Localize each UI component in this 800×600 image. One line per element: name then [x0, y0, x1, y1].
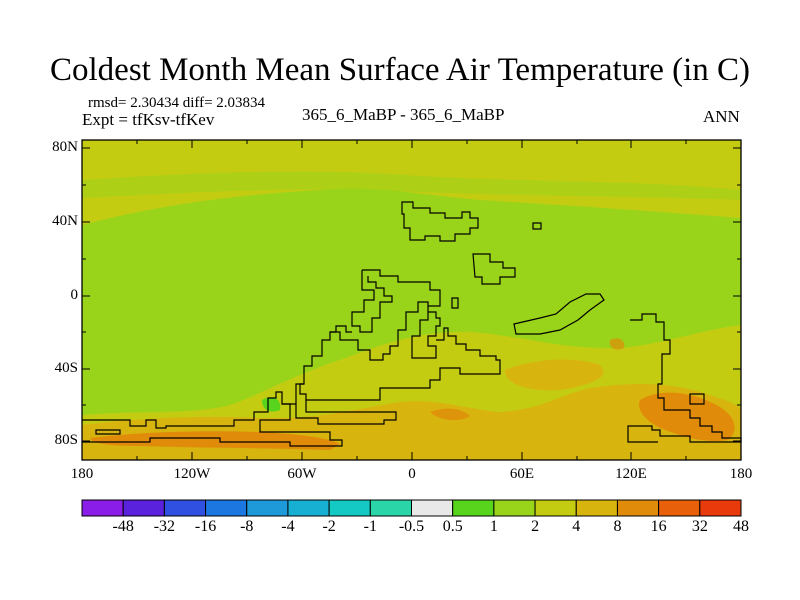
colorbar	[81, 499, 742, 517]
case-label: 365_6_MaBP - 365_6_MaBP	[302, 105, 505, 124]
colorbar-label: -16	[194, 518, 217, 535]
x-tick-label: 180	[729, 466, 753, 482]
colorbar-box	[493, 499, 536, 517]
coastline-bar-east	[513, 293, 605, 335]
colorbar-box	[122, 499, 165, 517]
experiment-label: Expt = tfKsv-tfKev	[82, 110, 215, 129]
x-tick-label: 120E	[615, 466, 647, 482]
field-hot-spot	[639, 392, 735, 442]
colorbar-label: 2	[531, 518, 540, 535]
colorbar-box	[534, 499, 577, 517]
y-tick-label: 40N	[52, 213, 78, 229]
colorbar-box	[163, 499, 207, 517]
field-patch-0-1	[262, 397, 281, 412]
colorbar-label: 4	[572, 518, 581, 535]
field-hot-spot	[609, 338, 625, 350]
colorbar-box	[287, 499, 330, 517]
colorbar-label: 0.5	[442, 518, 463, 535]
y-tick-label: 0	[70, 287, 79, 303]
axis-ticks	[82, 140, 741, 460]
colorbar-box	[411, 499, 454, 517]
coastline-east-small	[689, 393, 705, 405]
colorbar-box	[452, 499, 495, 517]
continent-outlines	[82, 201, 742, 447]
coastline-rodinia-west	[351, 270, 393, 333]
colorbar-label: -1	[363, 518, 377, 535]
coastline-east-wedge	[627, 313, 742, 443]
colorbar-box	[575, 499, 618, 517]
colorbar-label: 8	[613, 518, 622, 535]
colorbar-label: -32	[153, 518, 176, 535]
colorbar-label: -4	[281, 518, 295, 535]
colorbar-label: -8	[240, 518, 254, 535]
colorbar-label: 16	[650, 518, 667, 535]
coastline-central-east	[472, 253, 516, 285]
y-tick-label: 40S	[54, 360, 78, 376]
stats-text: rmsd= 2.30434 diff= 2.03834	[88, 95, 266, 111]
y-tick-label: 80S	[54, 432, 78, 448]
colorbar-label: 1	[489, 518, 498, 535]
colorbar-box	[699, 499, 742, 517]
x-tick-label: 120W	[173, 466, 211, 482]
coastline-south-strip	[82, 391, 343, 447]
x-tick-label: 180	[70, 466, 94, 482]
colorbar-label: -0.5	[398, 518, 425, 535]
coastline-small-box	[532, 222, 542, 230]
coastline-north-block	[401, 201, 479, 242]
field-green-band	[82, 188, 741, 415]
colorbar-box	[205, 499, 248, 517]
field-hot-spot	[90, 431, 340, 450]
x-tick-label: 60W	[287, 466, 317, 482]
field-warm-plume	[505, 359, 604, 391]
field-green-north	[82, 171, 741, 200]
plot-title: Coldest Month Mean Surface Air Temperatu…	[50, 52, 750, 88]
colorbar-box	[81, 499, 124, 517]
coastline-small-island	[451, 297, 459, 309]
colorbar-box	[658, 499, 701, 517]
colorbar-label: 32	[691, 518, 708, 535]
coastline-africa-like	[299, 269, 501, 401]
colorbar-box	[369, 499, 412, 517]
x-tick-label: 60E	[509, 466, 535, 482]
colorbar-box	[616, 499, 660, 517]
colorbar-box	[246, 499, 289, 517]
coastline-central-small	[330, 325, 352, 333]
y-tick-label: 80N	[52, 139, 78, 155]
colorbar-label: -48	[112, 518, 134, 535]
colorbar-box	[328, 499, 371, 517]
colorbar-label: 48	[733, 518, 749, 535]
map-field	[82, 140, 741, 460]
period-label: ANN	[703, 107, 740, 126]
x-tick-label: 0	[408, 466, 416, 482]
colorbar-label: -2	[322, 518, 336, 535]
coastline-south-inner	[95, 429, 121, 435]
field-hot-spot	[430, 408, 470, 421]
coastline-west-shelf	[282, 383, 397, 425]
